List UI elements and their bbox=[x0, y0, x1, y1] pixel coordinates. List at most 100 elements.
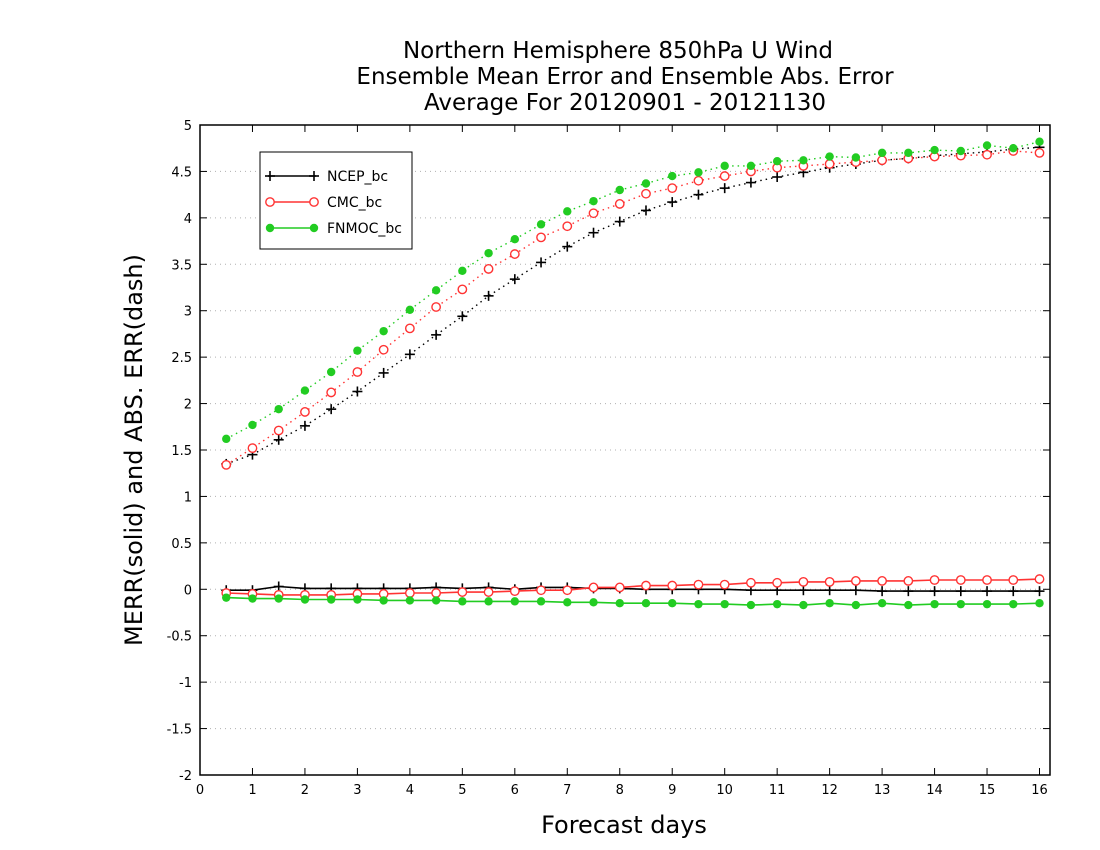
data-point bbox=[265, 197, 275, 207]
data-point bbox=[615, 599, 624, 608]
data-point bbox=[299, 420, 310, 431]
data-point bbox=[955, 575, 966, 585]
series-layer bbox=[221, 137, 1045, 610]
data-point bbox=[641, 599, 651, 608]
data-point bbox=[667, 197, 678, 208]
data-point bbox=[694, 599, 703, 609]
data-point bbox=[484, 597, 493, 606]
data-point bbox=[772, 577, 783, 588]
data-point bbox=[1034, 574, 1045, 584]
data-point bbox=[300, 595, 310, 604]
data-point bbox=[824, 576, 835, 587]
chart-title-line-1: Northern Hemisphere 850hPa U Wind bbox=[403, 38, 833, 64]
data-point bbox=[1008, 586, 1019, 597]
data-point bbox=[326, 367, 336, 377]
data-point bbox=[484, 248, 493, 258]
data-point bbox=[614, 216, 625, 227]
data-point bbox=[825, 152, 834, 161]
data-point bbox=[457, 311, 468, 322]
data-point bbox=[352, 367, 363, 377]
data-point bbox=[589, 598, 598, 607]
data-point bbox=[824, 159, 835, 169]
data-point bbox=[510, 235, 520, 244]
data-point bbox=[667, 183, 678, 194]
data-point bbox=[562, 585, 573, 596]
data-point bbox=[746, 600, 756, 610]
data-point bbox=[563, 207, 572, 216]
data-point bbox=[877, 155, 887, 166]
data-point bbox=[772, 172, 783, 182]
x-tick-label: 11 bbox=[769, 783, 786, 798]
data-point bbox=[955, 586, 966, 597]
data-point bbox=[588, 582, 599, 593]
data-point bbox=[693, 189, 704, 200]
y-tick-label: 3.5 bbox=[171, 258, 192, 273]
data-point bbox=[929, 586, 940, 597]
data-point bbox=[509, 586, 520, 597]
x-tick-label: 6 bbox=[511, 783, 519, 798]
data-point bbox=[274, 594, 283, 603]
data-point bbox=[799, 156, 808, 165]
axes: -2-1.5-1-0.500.511.522.533.544.550 1 2 3 4 5 6… bbox=[167, 119, 1050, 798]
data-point bbox=[274, 404, 283, 414]
data-point bbox=[536, 585, 546, 596]
data-point bbox=[352, 386, 363, 397]
x-tick-label: 5 bbox=[458, 783, 466, 798]
y-tick-label: 0 bbox=[184, 583, 192, 598]
x-tick-label: 9 bbox=[668, 783, 676, 798]
data-point bbox=[641, 179, 651, 188]
data-point bbox=[536, 597, 546, 606]
data-point bbox=[641, 188, 651, 199]
data-point bbox=[483, 587, 494, 597]
data-point bbox=[615, 185, 624, 195]
data-point bbox=[719, 579, 730, 590]
data-point bbox=[404, 588, 415, 598]
data-point bbox=[614, 582, 625, 593]
data-point bbox=[536, 220, 546, 229]
x-tick-label: 13 bbox=[874, 783, 891, 798]
x-tick-label: 2 bbox=[301, 783, 309, 798]
data-point bbox=[1034, 147, 1045, 158]
data-point bbox=[431, 302, 442, 312]
data-point bbox=[353, 346, 362, 355]
data-point bbox=[772, 599, 782, 609]
data-point bbox=[404, 349, 415, 360]
data-point bbox=[431, 286, 441, 295]
legend-item: NCEP_bc bbox=[265, 169, 388, 185]
data-point bbox=[667, 580, 678, 591]
data-point bbox=[563, 598, 572, 607]
data-point bbox=[640, 205, 651, 216]
data-point bbox=[562, 241, 573, 252]
y-tick-label: 4 bbox=[184, 212, 192, 227]
data-point bbox=[509, 274, 520, 285]
data-point bbox=[404, 323, 415, 334]
data-point bbox=[877, 599, 887, 608]
data-point bbox=[850, 576, 861, 586]
data-point bbox=[982, 149, 992, 160]
y-tick-label: -2 bbox=[179, 769, 192, 784]
data-point bbox=[483, 264, 494, 274]
data-point bbox=[405, 596, 415, 605]
y-tick-label: -1.5 bbox=[167, 723, 192, 738]
data-point bbox=[273, 581, 284, 592]
series-fnmoc-bc-abs-error bbox=[222, 137, 1044, 444]
data-point bbox=[798, 576, 809, 587]
data-point bbox=[904, 600, 913, 610]
data-point bbox=[982, 141, 992, 150]
x-tick-label: 16 bbox=[1031, 783, 1048, 798]
data-point bbox=[904, 148, 913, 158]
data-point bbox=[693, 579, 704, 590]
series-fnmoc-bc-mean-error bbox=[222, 593, 1044, 610]
y-tick-label: -1 bbox=[179, 676, 192, 691]
data-point bbox=[300, 386, 310, 395]
data-point bbox=[1034, 586, 1045, 597]
data-point bbox=[536, 257, 547, 268]
data-point bbox=[405, 305, 415, 314]
legend-item: FNMOC_bc bbox=[265, 221, 402, 237]
data-point bbox=[903, 576, 914, 586]
data-point bbox=[458, 266, 467, 275]
data-point bbox=[1035, 599, 1044, 608]
legend-label: FNMOC_bc bbox=[327, 221, 402, 237]
